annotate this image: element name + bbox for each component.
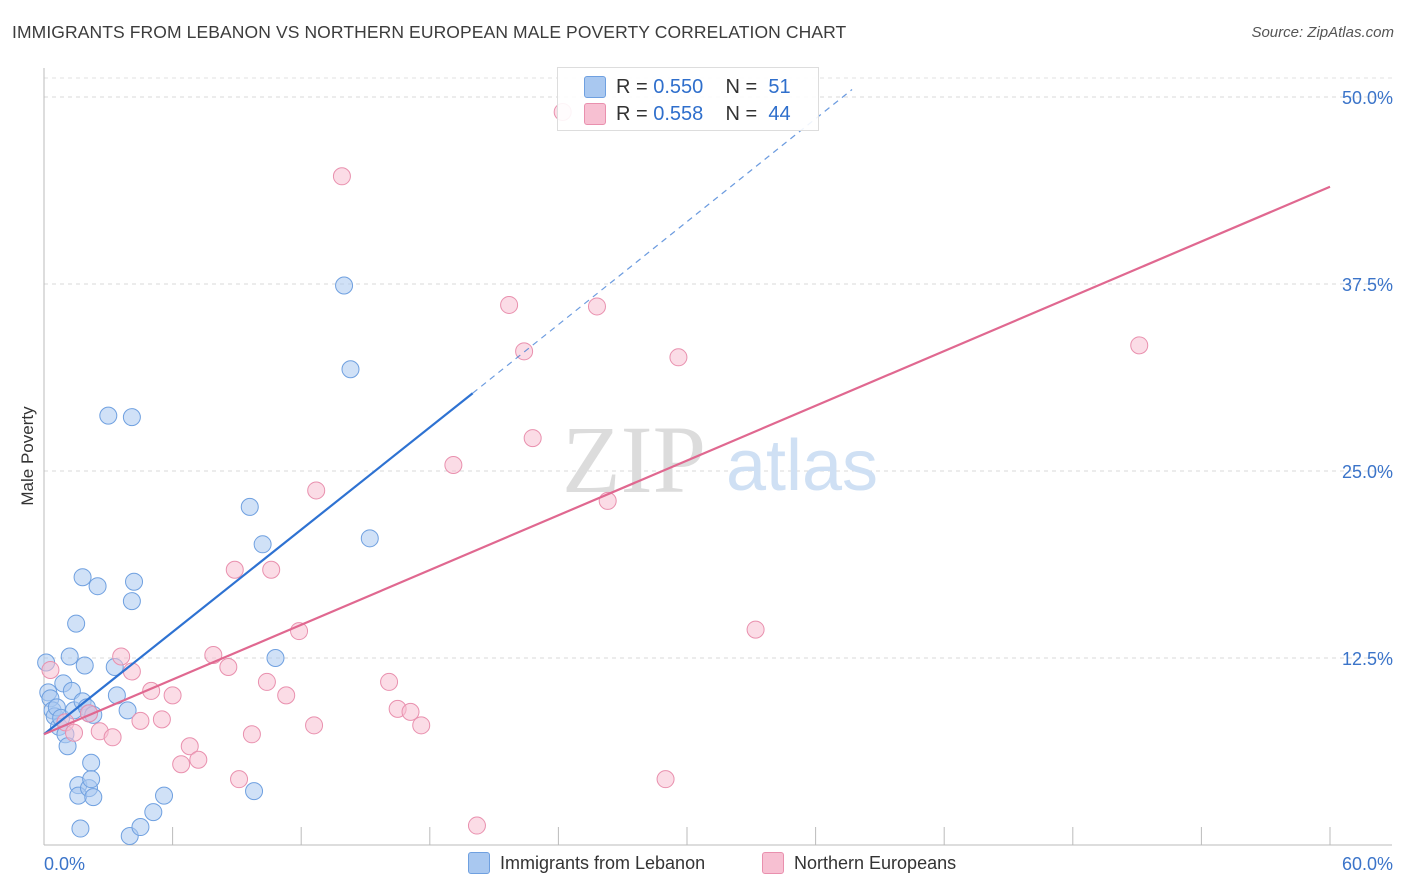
point-lebanon: [84, 788, 103, 807]
point-lebanon: [341, 360, 360, 379]
point-northern: [225, 560, 244, 579]
point-northern: [219, 657, 238, 676]
trend-line-northern: [43, 185, 1331, 736]
axes: [43, 68, 1392, 846]
watermark: ZIP atlas: [562, 406, 878, 513]
point-lebanon: [122, 592, 141, 611]
point-lebanon: [75, 656, 94, 675]
point-northern: [332, 167, 351, 186]
point-northern: [500, 295, 519, 314]
point-northern: [204, 646, 223, 665]
legend-swatch-lebanon: [468, 852, 490, 874]
point-northern: [112, 647, 131, 666]
point-northern: [277, 686, 296, 705]
trend-line-lebanon: [43, 392, 474, 736]
x-tick-label-min: 0.0%: [44, 854, 85, 874]
point-lebanon: [82, 753, 101, 772]
y-tick-label: 37.5%: [1342, 275, 1393, 295]
point-northern: [65, 723, 84, 742]
point-northern: [131, 711, 150, 730]
point-northern: [467, 816, 486, 835]
legend-row-northern: R = 0.558 N = 44: [584, 101, 791, 127]
point-northern: [587, 297, 606, 316]
n-label: N =: [725, 75, 758, 98]
point-lebanon: [82, 770, 101, 789]
legend-swatch-northern: [584, 103, 606, 125]
watermark-zip: ZIP: [562, 406, 706, 513]
r-value: 0.558: [653, 102, 704, 125]
point-lebanon: [360, 529, 379, 548]
legend-swatch-lebanon: [584, 76, 606, 98]
trend-lines: [43, 89, 1331, 736]
n-label: N =: [725, 102, 758, 125]
tick-labels: 12.5% 25.0% 37.5% 50.0% 0.0% 60.0%: [44, 88, 1393, 874]
legend-stats-northern: R = 0.558 N = 44: [616, 103, 791, 126]
point-lebanon: [125, 572, 144, 591]
watermark-atlas: atlas: [726, 426, 878, 506]
legend-stats-lebanon: R = 0.550 N = 51: [616, 76, 791, 99]
point-northern: [41, 660, 60, 679]
point-lebanon: [131, 818, 150, 837]
point-lebanon: [245, 782, 264, 801]
x-tick-label-max: 60.0%: [1342, 854, 1393, 874]
point-lebanon: [253, 535, 272, 554]
point-northern: [669, 348, 688, 367]
legend-row-lebanon: R = 0.550 N = 51: [584, 74, 791, 100]
point-northern: [103, 728, 122, 747]
point-northern: [305, 716, 324, 735]
point-lebanon: [73, 568, 92, 587]
point-northern: [172, 755, 191, 774]
data-points: [37, 102, 1149, 846]
grid-lines: [44, 77, 1392, 659]
point-northern: [230, 770, 249, 789]
point-northern: [444, 456, 463, 475]
legend-item-lebanon[interactable]: Immigrants from Lebanon: [468, 852, 705, 874]
point-northern: [163, 686, 182, 705]
point-lebanon: [335, 276, 354, 295]
n-value: 44: [768, 102, 791, 125]
point-northern: [307, 481, 326, 500]
correlation-legend: R = 0.550 N = 51 R = 0.558 N = 44: [557, 67, 819, 131]
point-lebanon: [99, 406, 118, 425]
point-lebanon: [266, 649, 285, 667]
trend-line-extension-lebanon: [472, 89, 853, 394]
point-northern: [1130, 336, 1149, 355]
point-lebanon: [118, 701, 137, 720]
y-tick-label: 25.0%: [1342, 462, 1393, 482]
point-northern: [401, 702, 420, 721]
point-northern: [523, 429, 542, 448]
r-label: R =: [616, 102, 648, 125]
point-northern: [242, 725, 261, 744]
point-northern: [180, 737, 199, 756]
legend-label-northern: Northern Europeans: [794, 852, 957, 873]
source-credit: Source: ZipAtlas.com: [1251, 24, 1394, 41]
point-northern: [380, 672, 399, 691]
y-tick-label: 50.0%: [1342, 88, 1393, 108]
chart-title: IMMIGRANTS FROM LEBANON VS NORTHERN EURO…: [12, 22, 847, 42]
r-label: R =: [616, 75, 648, 98]
point-lebanon: [122, 408, 141, 427]
legend-swatch-northern: [762, 852, 784, 874]
point-northern: [257, 672, 276, 691]
r-value: 0.550: [653, 75, 704, 98]
y-tick-label: 12.5%: [1342, 649, 1393, 669]
legend-item-northern[interactable]: Northern Europeans: [762, 852, 956, 874]
point-lebanon: [88, 577, 107, 596]
point-northern: [656, 770, 675, 789]
n-value: 51: [768, 75, 791, 98]
point-northern: [412, 716, 431, 735]
point-lebanon: [60, 647, 79, 666]
point-lebanon: [144, 803, 163, 822]
point-lebanon: [155, 786, 174, 805]
point-northern: [262, 560, 281, 579]
point-northern: [189, 750, 208, 769]
legend-label-lebanon: Immigrants from Lebanon: [500, 852, 706, 873]
point-lebanon: [67, 614, 86, 633]
point-northern: [746, 620, 765, 639]
point-lebanon: [71, 819, 90, 838]
point-northern: [152, 710, 171, 729]
point-lebanon: [240, 497, 259, 516]
